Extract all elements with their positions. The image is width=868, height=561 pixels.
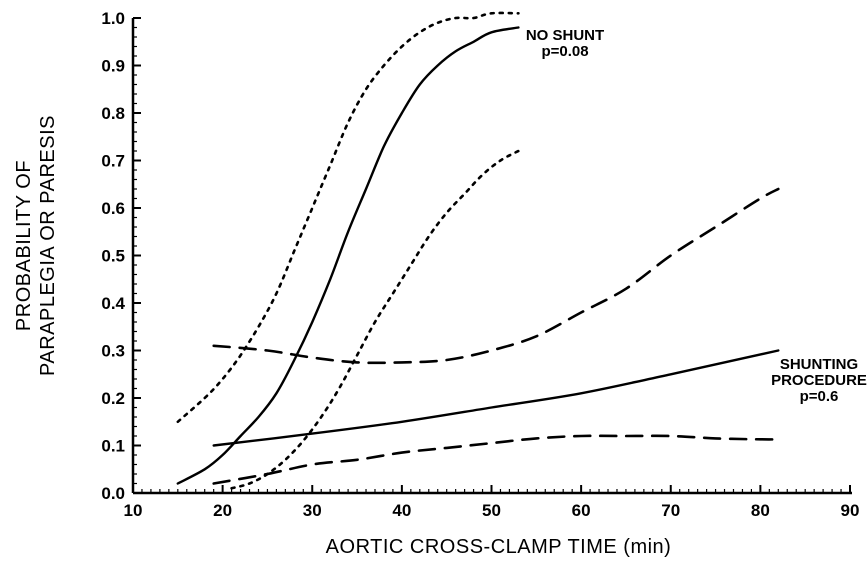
annotation-shunting-procedure-line: p=0.6	[800, 388, 839, 405]
x-tick-label: 40	[392, 501, 411, 520]
y-tick-label: 0.0	[101, 484, 125, 503]
annotation-shunting-procedure-line: SHUNTING	[780, 356, 858, 373]
series-shunting-procedure-upper-bound	[212, 187, 780, 365]
x-tick-label: 70	[661, 501, 680, 520]
series-shunting-procedure-estimate	[212, 349, 780, 447]
y-tick-label: 0.3	[101, 342, 125, 361]
y-axis-title-line: PROBABILITY OF	[13, 160, 35, 331]
annotation-shunting-procedure-line: PROCEDURE	[771, 372, 867, 389]
y-tick-label: 0.5	[101, 247, 125, 266]
annotation-no-shunt-line: NO SHUNT	[526, 27, 604, 44]
y-tick-label: 0.8	[101, 104, 125, 123]
y-axis-title-line: PARAPLEGIA OR PARESIS	[37, 115, 59, 376]
y-tick-label: 0.9	[101, 57, 125, 76]
chart-series	[176, 11, 780, 490]
x-tick-label: 30	[303, 501, 322, 520]
chart-axes	[131, 17, 852, 495]
x-tick-label: 10	[124, 501, 143, 520]
series-shunting-procedure-lower-bound	[212, 434, 780, 485]
y-tick-label: 1.0	[101, 9, 125, 28]
series-no-shunt-upper-bound	[176, 11, 520, 424]
x-tick-label: 80	[751, 501, 770, 520]
chart-labels: 10 20 30 40 50 60 70 80 90 0.0 0.1 0.2 0.3 0.4 0.5 0.6 0…	[13, 9, 867, 558]
x-tick-label: 90	[841, 501, 860, 520]
y-tick-label: 0.2	[101, 389, 125, 408]
y-tick-label: 0.4	[101, 294, 125, 313]
x-tick-label: 20	[213, 501, 232, 520]
series-no-shunt-lower-bound	[230, 149, 520, 490]
series-no-shunt-estimate	[176, 26, 520, 485]
y-tick-label: 0.6	[101, 199, 125, 218]
y-axis-title: PROBABILITY OF PARAPLEGIA OR PARESIS	[13, 115, 59, 376]
annotation-no-shunt-line: p=0.08	[541, 43, 588, 60]
y-tick-label: 0.1	[101, 437, 125, 456]
x-tick-label: 60	[572, 501, 591, 520]
y-tick-label: 0.7	[101, 152, 125, 171]
x-tick-label: 50	[482, 501, 501, 520]
x-axis-title: AORTIC CROSS-CLAMP TIME (min)	[326, 536, 672, 558]
